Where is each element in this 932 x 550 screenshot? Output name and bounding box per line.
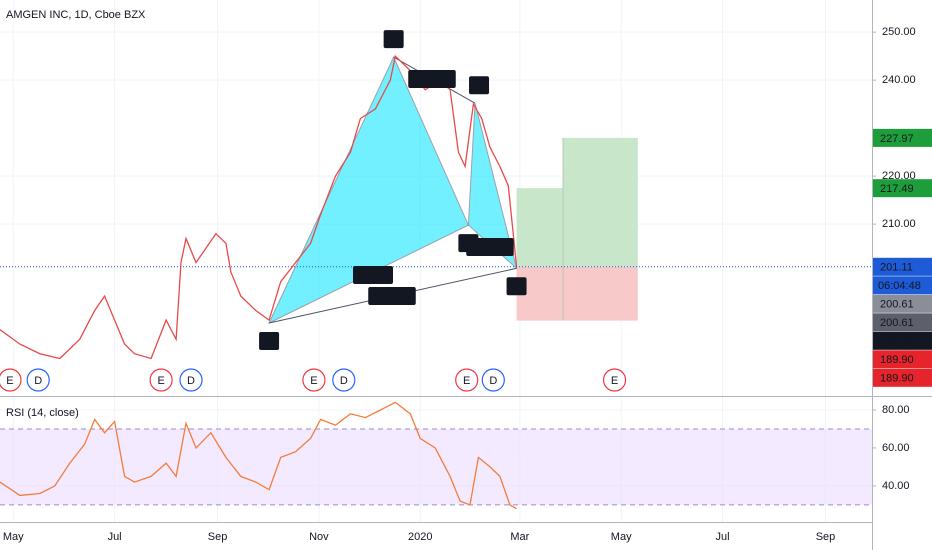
price-label-box: [873, 350, 932, 369]
x-tick-label: May: [3, 531, 24, 543]
y-tick-label: 40.00: [882, 480, 910, 492]
stop-loss-zone: [516, 266, 638, 321]
y-tick-label: 210.00: [882, 218, 916, 230]
price-label: 189.90: [880, 354, 914, 366]
x-tick-label: Mar: [510, 531, 529, 543]
event-label: E: [463, 375, 470, 387]
price-label-box: [873, 128, 932, 147]
event-marker: [455, 368, 479, 392]
event-label: E: [310, 375, 317, 387]
event-marker: [26, 368, 50, 392]
event-label: D: [489, 375, 497, 387]
pattern-point-label: D: [513, 281, 521, 293]
event-marker: [179, 368, 203, 392]
event-label: D: [34, 375, 42, 387]
ratio-box: [408, 70, 456, 88]
pattern-point-label: X: [265, 336, 273, 348]
y-tick-label: 240.00: [882, 74, 916, 86]
ratio-label: 0.725: [418, 74, 446, 86]
y-tick-label: 80.00: [882, 404, 910, 416]
event-marker: [332, 368, 356, 392]
ratio-label: 0.64: [362, 270, 383, 282]
price-label-box: [873, 331, 932, 350]
price-label: 227.97: [880, 133, 914, 145]
x-tick-label: May: [611, 531, 632, 543]
event-marker: [602, 368, 627, 392]
pattern-point-box: [506, 277, 527, 296]
price-label: 200.61: [880, 317, 914, 329]
y-tick-label: 220.00: [882, 170, 916, 182]
pattern-point-box: [259, 332, 280, 351]
price-label-box: [873, 257, 932, 276]
event-label: E: [611, 375, 618, 387]
pattern-point-label: A: [390, 34, 398, 46]
event-label: D: [340, 375, 348, 387]
pattern-point-box: [469, 76, 490, 95]
price-label-box: [873, 368, 932, 387]
x-tick-label: Jul: [108, 531, 122, 543]
ratio-box: [466, 238, 514, 256]
event-label: E: [157, 375, 164, 387]
price-label: 200.38: [880, 336, 914, 348]
x-tick-label: 2020: [408, 531, 432, 543]
take-profit-zone: [563, 137, 638, 267]
pattern-point-box: [383, 30, 404, 49]
event-marker: [481, 368, 505, 392]
take-profit-zone: [516, 188, 564, 267]
rsi-title: RSI (14, close): [6, 407, 79, 419]
price-label: 200.61: [880, 299, 914, 311]
x-tick-label: Sep: [208, 531, 228, 543]
event-marker: [0, 368, 22, 392]
price-label: 217.49: [880, 183, 914, 195]
rsi-band: [0, 428, 872, 505]
x-tick-label: Sep: [816, 531, 836, 543]
chart-title: AMGEN INC, 1D, Cboe BZX: [6, 9, 146, 21]
countdown-label: 06:04:48: [878, 280, 921, 292]
price-label: 201.11: [880, 262, 913, 274]
event-label: D: [187, 375, 195, 387]
price-label-box: [873, 179, 932, 198]
event-label: E: [6, 375, 13, 387]
event-marker: [149, 368, 173, 392]
x-tick-label: Nov: [309, 531, 329, 543]
ratio-label: 1.325: [476, 242, 504, 254]
countdown-box: [873, 276, 932, 295]
price-label-box: [873, 313, 932, 332]
x-tick-label: Jul: [715, 531, 729, 543]
event-marker: [302, 368, 326, 392]
y-tick-label: 250.00: [882, 26, 916, 38]
ratio-box: [353, 266, 393, 284]
price-line: [0, 401, 517, 510]
ratio-box: [368, 287, 416, 305]
price-label-box: [873, 294, 932, 313]
y-tick-label: 60.00: [882, 442, 910, 454]
price-label: 189.90: [880, 373, 914, 385]
price-line: [0, 54, 518, 360]
pattern-point-label: C: [475, 80, 483, 92]
ratio-label: 0.789: [378, 291, 406, 303]
